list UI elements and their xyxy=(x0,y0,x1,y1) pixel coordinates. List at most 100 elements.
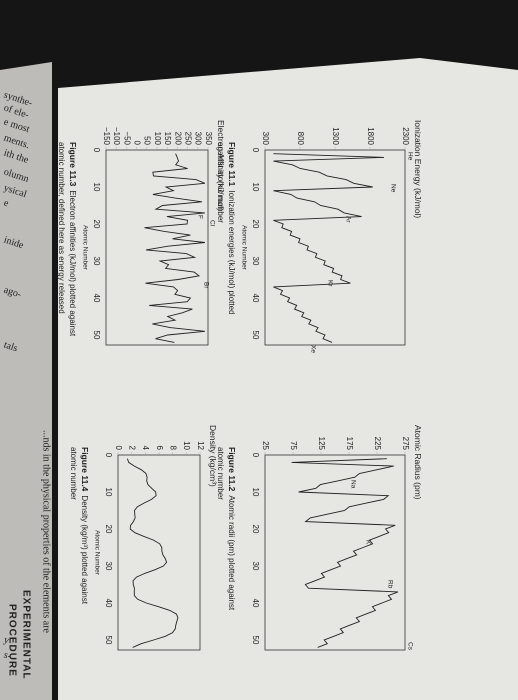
y-tick-label: 12 xyxy=(196,441,205,450)
y-tick-label: −100 xyxy=(112,127,121,146)
x-axis-label: Atomic Number xyxy=(93,530,100,576)
y-tick-label: 150 xyxy=(163,132,172,146)
element-label: Cl xyxy=(208,220,215,227)
x-tick-label: 40 xyxy=(92,294,101,303)
element-label: Kr xyxy=(326,280,333,287)
caption-line: atomic number xyxy=(216,447,225,500)
element-label: Cs xyxy=(406,642,413,651)
y-tick-label: 100 xyxy=(153,132,162,146)
x-tick-label: 30 xyxy=(104,562,113,571)
x-tick-label: 30 xyxy=(92,257,101,266)
footer-line: ...nds in the physical properties of the… xyxy=(41,430,52,634)
element-label: Br xyxy=(202,282,209,289)
caption-line: Ionization energies (kJ/mol) plotted xyxy=(227,190,236,314)
y-tick-label: 2300 xyxy=(401,127,410,145)
caption: Figure 11.1 Ionization energies (kJ/mol) … xyxy=(227,142,237,314)
y-tick-label: 250 xyxy=(183,132,192,146)
y-tick-label: 350 xyxy=(204,132,213,146)
y-axis-label: Atomic Radius (pm) xyxy=(413,425,423,500)
y-tick-label: 225 xyxy=(373,437,382,451)
margin-fragment: e xyxy=(2,198,10,210)
x-tick-label: 50 xyxy=(92,331,101,340)
curve xyxy=(126,458,179,648)
y-tick-label: 125 xyxy=(317,437,326,451)
element-label: Ar xyxy=(344,216,351,223)
y-tick-label: −50 xyxy=(122,131,131,145)
caption-line: atomic number, defined here as energy re… xyxy=(57,142,66,314)
x-axis-label: Atomic Number xyxy=(240,225,247,271)
margin-fragment: tals xyxy=(2,340,19,355)
y-tick-label: 1800 xyxy=(366,127,375,145)
element-label: Xe xyxy=(309,345,316,353)
x-tick-label: 40 xyxy=(251,599,260,608)
y-tick-label: 175 xyxy=(345,437,354,451)
x-tick-label: 30 xyxy=(251,257,260,266)
caption-label: Figure 11.3 xyxy=(68,142,78,187)
x-tick-label: 10 xyxy=(104,488,113,497)
element-label: Ne xyxy=(389,184,396,193)
element-label: Rb xyxy=(386,580,393,589)
y-tick-label: 275 xyxy=(401,437,410,451)
caption-label: Figure 11.2 xyxy=(227,447,237,492)
footer-heading: PROCEDURE xyxy=(6,604,17,677)
element-label: F xyxy=(196,215,203,219)
x-tick-label: 0 xyxy=(104,453,113,458)
x-tick-label: 20 xyxy=(251,220,260,229)
y-axis-label: Ionization Energy (kJ/mol) xyxy=(413,120,423,218)
y-axis-label: Density (kg/cm³) xyxy=(208,425,218,487)
x-tick-label: 20 xyxy=(251,525,260,534)
y-tick-label: 75 xyxy=(289,441,298,450)
x-tick-label: 0 xyxy=(251,453,260,458)
caption-line: Electron affinities (kJ/mol) plotted aga… xyxy=(68,190,77,336)
x-tick-label: 30 xyxy=(251,562,260,571)
margin-fragment: y xyxy=(2,635,10,647)
y-tick-label: 25 xyxy=(261,441,270,450)
page xyxy=(58,58,518,700)
y-tick-label: 2 xyxy=(128,446,137,451)
element-label: K xyxy=(364,540,371,545)
caption-line: against atomic number xyxy=(216,142,225,223)
y-tick-label: 0 xyxy=(132,141,141,146)
x-tick-label: 20 xyxy=(104,525,113,534)
x-tick-label: 10 xyxy=(251,488,260,497)
x-tick-label: 50 xyxy=(251,636,260,645)
y-tick-label: 1300 xyxy=(331,127,340,145)
caption-line: atomic number xyxy=(69,447,78,500)
caption-line: Atomic radii (pm) plotted against xyxy=(227,495,236,610)
caption: Figure 11.4 Density (kg/m³) plotted again… xyxy=(80,447,90,605)
y-tick-label: 6 xyxy=(155,446,164,451)
caption: Figure 11.3 Electron affinities (kJ/mol) … xyxy=(68,142,78,337)
curve xyxy=(273,153,385,343)
x-tick-label: 0 xyxy=(251,148,260,153)
x-tick-label: 40 xyxy=(251,294,260,303)
y-tick-label: 10 xyxy=(182,441,191,450)
y-tick-label: 4 xyxy=(141,446,150,451)
margin-fragment: ago- xyxy=(2,285,22,301)
caption-label: Figure 11.4 xyxy=(80,447,90,492)
y-axis-label: Electron Affinity (kJ/mol) xyxy=(216,120,226,211)
curve xyxy=(144,153,206,343)
x-tick-label: 10 xyxy=(251,183,260,192)
x-tick-label: 20 xyxy=(92,220,101,229)
curve xyxy=(291,458,399,648)
y-tick-label: 50 xyxy=(143,136,152,145)
element-label: He xyxy=(406,152,413,161)
caption-label: Figure 11.1 xyxy=(227,142,237,187)
y-tick-label: 300 xyxy=(194,132,203,146)
x-tick-label: 0 xyxy=(92,148,101,153)
margin-fragment: s- xyxy=(2,650,12,663)
x-tick-label: 10 xyxy=(92,183,101,192)
x-tick-label: 50 xyxy=(104,636,113,645)
y-tick-label: 8 xyxy=(169,446,178,451)
x-tick-label: 40 xyxy=(104,599,113,608)
y-tick-label: 300 xyxy=(261,132,270,146)
y-tick-label: 0 xyxy=(114,446,123,451)
y-tick-label: −150 xyxy=(102,127,111,146)
footer-heading: EXPERIMENTAL xyxy=(20,590,31,680)
facing-page xyxy=(0,62,52,700)
y-tick-label: 800 xyxy=(296,132,305,146)
plot-frame xyxy=(264,454,406,651)
x-tick-label: 50 xyxy=(251,331,260,340)
